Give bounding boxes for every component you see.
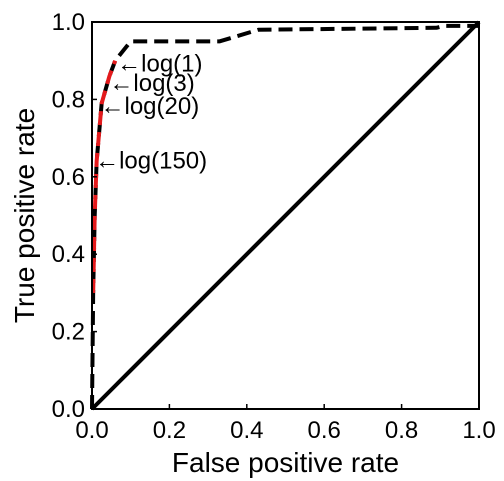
x-tick-label: 0.2 [153,417,186,444]
annotation-label: ←log(150) [95,147,207,174]
annotation-label: ←log(1) [117,51,202,78]
y-tick-label: 1.0 [52,9,85,36]
ticks-layer: 0.0 0.2 0.4 0.6 0.8 1.0 0.0 0.2 0.4 0.6 0.8 1.0 [52,9,496,444]
y-tick-label: 0.6 [52,164,85,191]
x-tick-label: 1.0 [462,417,495,444]
series-line-1 [90,20,481,411]
series-line-2 [90,23,479,410]
series-line-3 [91,59,118,293]
x-tick-label: 0.8 [385,417,418,444]
x-axis-title: False positive rate [172,447,399,478]
plot-area: 0.0 0.2 0.4 0.6 0.8 1.0 0.0 0.2 0.4 0.6 0.8 1.0 ←lo… [52,9,496,444]
annotation-label: ←log(20) [101,93,200,120]
y-tick-label: 0.0 [52,396,85,423]
x-tick-label: 0.4 [230,417,263,444]
y-tick-label: 0.8 [52,86,85,113]
annotations-layer: ←log(1)←log(3)←log(20) ←log(150) [95,51,207,175]
x-tick-label: 0.6 [308,417,341,444]
series-layer [90,20,481,411]
x-tick-label: 0.0 [75,417,108,444]
plot-frame [91,21,480,410]
y-tick-label: 0.2 [52,319,85,346]
y-axis-title: True positive rate [9,108,40,323]
annotation-label: ←log(3) [109,70,194,97]
y-tick-label: 0.4 [52,241,85,268]
